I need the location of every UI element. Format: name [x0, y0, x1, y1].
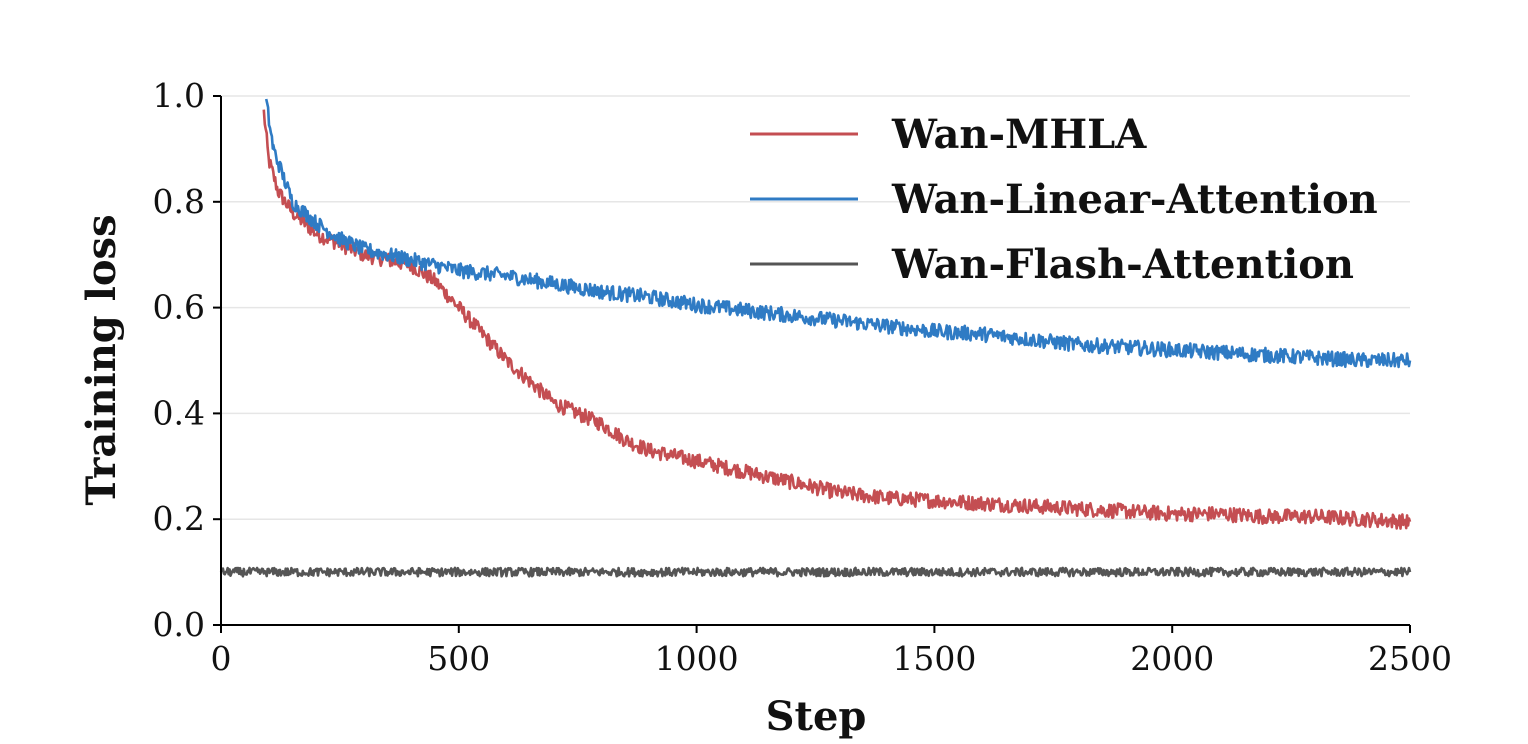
series-line-wan-linear-attention	[264, 98, 1412, 369]
legend-label-1: Wan-Linear-Attention	[891, 176, 1378, 223]
y-axis-title: Training loss	[78, 214, 125, 505]
y-tick-label-1: 0.2	[153, 499, 205, 538]
x-tick-label-1: 500	[427, 639, 490, 678]
legend-label-2: Wan-Flash-Attention	[891, 241, 1354, 288]
x-tick-label-3: 1500	[892, 639, 976, 678]
x-tick-label-2: 1000	[655, 639, 739, 678]
y-tick-label-5: 1.0	[153, 76, 205, 115]
y-tick-label-4: 0.8	[153, 182, 205, 221]
x-tick-label-4: 2000	[1130, 639, 1214, 678]
x-tick-label-5: 2500	[1368, 639, 1452, 678]
tick-labels: 0 500 1000 1500 2000 2500 0.0 0.2 0.4 0.6 0.8 1.0	[153, 76, 1452, 678]
axes	[213, 95, 1411, 633]
x-axis-title: Step	[766, 693, 867, 740]
x-tick-label-0: 0	[211, 639, 232, 678]
series-lines	[219, 98, 1412, 578]
y-tick-label-0: 0.0	[153, 605, 205, 644]
y-tick-label-2: 0.4	[153, 393, 205, 432]
series-line-wan-mhla	[262, 109, 1412, 530]
series-line-wan-flash-attention	[219, 566, 1412, 578]
legend-label-0: Wan-MHLA	[891, 111, 1147, 158]
y-tick-label-3: 0.6	[153, 288, 205, 327]
legend: Wan-MHLA Wan-Linear-Attention Wan-Flash-At…	[750, 111, 1378, 288]
